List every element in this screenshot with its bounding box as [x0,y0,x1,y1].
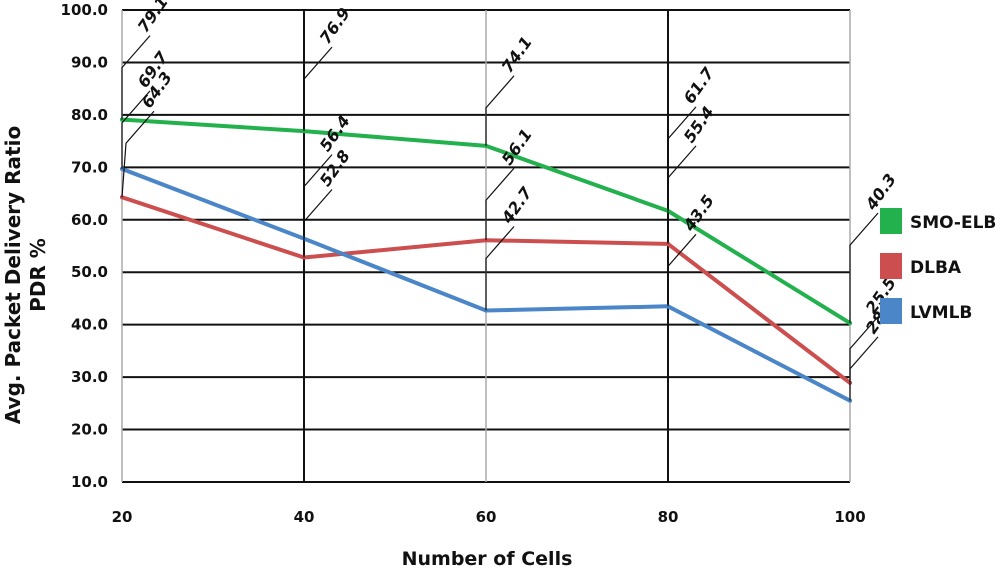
y-tick-label: 40.0 [71,316,108,334]
y-tick-label: 70.0 [71,158,108,176]
x-tick-label: 100 [834,508,865,526]
y-tick-label: 60.0 [71,211,108,229]
y-tick-label: 10.0 [71,473,108,491]
label-leader [121,110,155,198]
x-tick-label: 80 [658,508,679,526]
y-tick-label: 90.0 [71,53,108,71]
y-axis-title-line1: Avg. Packet Delivery Ratio [1,126,25,424]
label-leader [121,35,151,120]
label-leader [121,90,151,169]
legend-swatch [880,253,902,279]
legend-label: DLBA [910,258,962,278]
label-leader [849,212,879,324]
x-tick-label: 60 [476,508,497,526]
y-tick-label: 20.0 [71,421,108,439]
y-axis-ticks: 10.0 20.0 30.0 40.0 50.0 60.0 70.0 80.0 90.0 100.… [61,1,108,491]
label-leader [667,233,697,307]
label-leader [485,226,515,311]
data-label: 55.4 [680,103,718,146]
y-axis-title-line2: PDR % [26,238,50,312]
data-label: 43.5 [679,191,718,235]
label-leader [303,154,333,239]
y-tick-label: 50.0 [71,263,108,281]
legend: SMO-ELB DLBA LVMLB [880,208,996,324]
legend-label: SMO-ELB [910,213,996,233]
data-label: 74.1 [498,33,536,76]
data-label: 79.1 [134,0,172,36]
data-label: 61.7 [680,63,719,107]
label-leader [485,75,515,146]
x-axis-ticks: 20 40 60 80 100 [112,508,866,526]
x-tick-label: 20 [112,508,133,526]
y-tick-label: 30.0 [71,368,108,386]
legend-swatch [880,208,902,234]
grid [121,9,851,483]
data-labels: 79.176.974.161.740.364.352.856.155.428.9… [121,0,900,401]
label-leader [303,46,333,132]
data-label: 42.7 [497,183,536,228]
data-label: 40.3 [861,170,900,214]
x-axis-title: Number of Cells [402,548,573,570]
label-leader [849,316,879,401]
legend-swatch [880,298,902,324]
label-leader [485,167,515,241]
x-tick-label: 40 [294,508,315,526]
y-tick-label: 100.0 [61,1,108,19]
label-leader [667,145,697,244]
legend-label: LVMLB [910,303,972,323]
y-tick-label: 80.0 [71,106,108,124]
